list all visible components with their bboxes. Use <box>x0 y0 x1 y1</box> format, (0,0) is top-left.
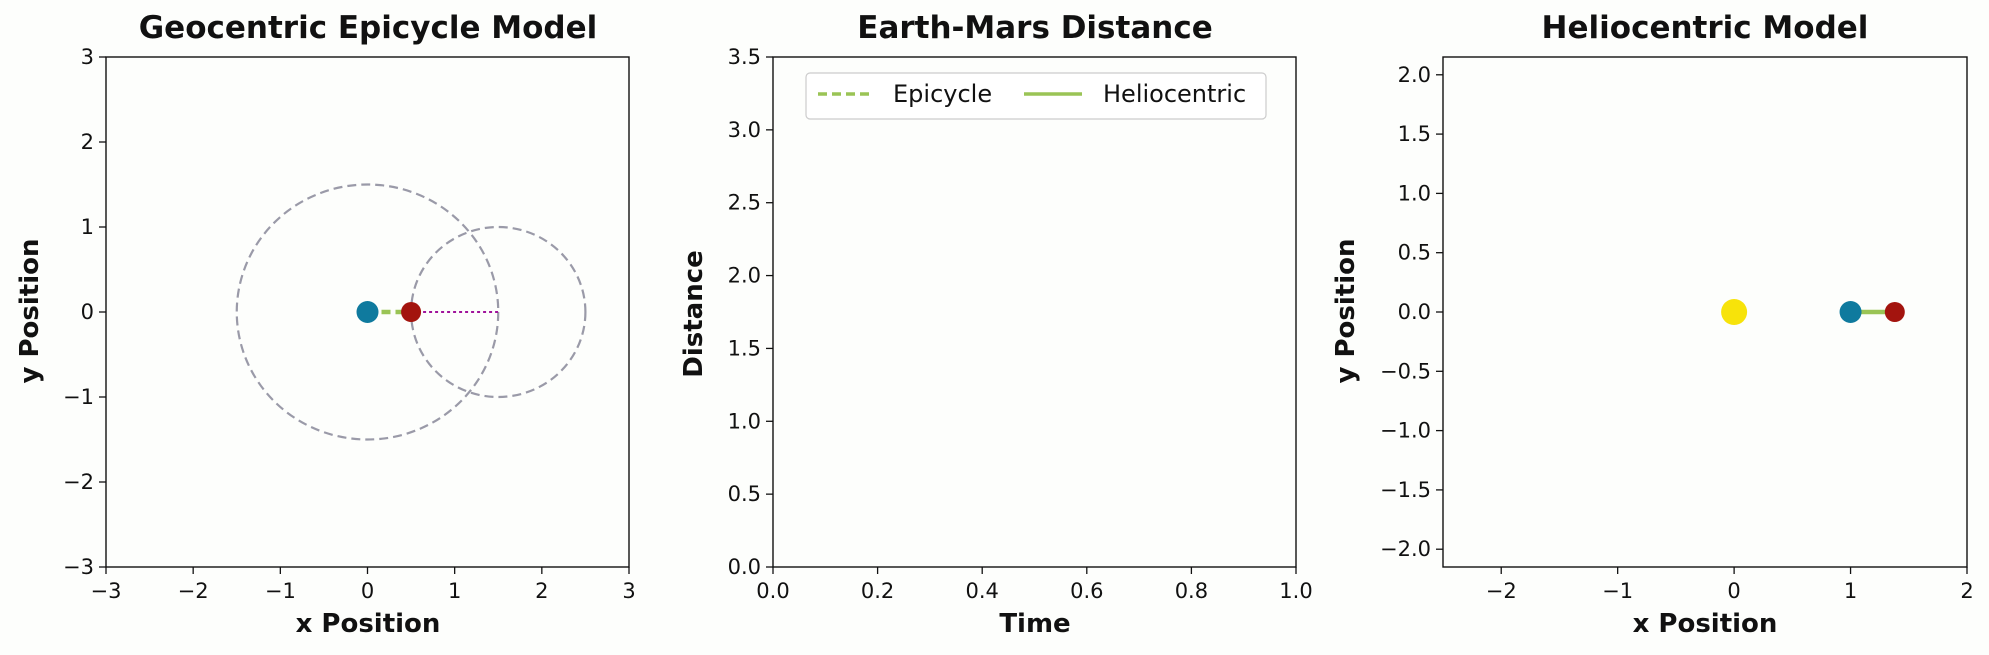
chart-title: Geocentric Epicycle Model <box>139 10 598 46</box>
y-tick-label: −1.5 <box>1380 478 1431 502</box>
axes-frame <box>772 56 1297 568</box>
y-tick-label: 1.0 <box>1398 181 1431 205</box>
x-tick-label: 0.2 <box>861 579 894 603</box>
plot-area: 0.0 0.2 0.4 0.6 0.8 1.0 0.0 0.5 1.0 1.5 2.0 2.5 3.0 3… <box>728 45 1313 603</box>
y-tick-label: 2.0 <box>1398 63 1431 87</box>
x-tick-label: 0.4 <box>965 579 998 603</box>
y-tick-label: 0.5 <box>728 482 761 506</box>
x-tick-label: 0 <box>361 579 374 603</box>
x-tick-label: 2 <box>1960 579 1973 603</box>
plot-area: −3 −2 −1 0 1 2 3 −3 −2 −1 0 1 2 3 <box>63 45 636 603</box>
y-axis-label: Distance <box>679 250 709 378</box>
x-tick-label: 2 <box>535 579 548 603</box>
earth-point <box>356 301 379 323</box>
y-tick-label: 3 <box>81 45 94 69</box>
mars-point <box>1884 302 1905 322</box>
x-axis-label: x Position <box>1633 609 1778 639</box>
y-tick-label: 0.5 <box>1398 241 1431 265</box>
x-tick-label: 0.6 <box>1070 579 1103 603</box>
y-tick-label: 1 <box>81 215 94 239</box>
y-tick-label: −1 <box>63 385 94 409</box>
y-tick-label: −0.5 <box>1380 359 1431 383</box>
sun-point <box>1721 299 1748 325</box>
legend-label-heliocentric: Heliocentric <box>1103 80 1246 108</box>
y-tick-label: 0.0 <box>728 555 761 579</box>
chart-title: Earth-Mars Distance <box>857 10 1212 46</box>
earth-point <box>1839 301 1862 323</box>
y-tick-label: 2.5 <box>728 191 761 215</box>
x-tick-label: 3 <box>622 579 635 603</box>
y-tick-label: −2 <box>63 470 94 494</box>
y-tick-label: 0 <box>81 300 94 324</box>
geocentric-chart: Geocentric Epicycle Model −3 −2 −1 0 1 2 3 −3 −2… <box>15 10 636 639</box>
x-tick-label: −2 <box>1486 579 1517 603</box>
chart-title: Heliocentric Model <box>1542 10 1869 46</box>
x-tick-label: −1 <box>1602 579 1633 603</box>
legend-label-epicycle: Epicycle <box>893 80 992 108</box>
y-tick-label: 3.0 <box>728 118 761 142</box>
y-tick-label: 3.5 <box>728 45 761 69</box>
x-tick-label: −2 <box>178 579 209 603</box>
x-tick-label: 1.0 <box>1279 579 1312 603</box>
y-tick-label: 1.0 <box>728 409 761 433</box>
y-tick-label: −2.0 <box>1380 537 1431 561</box>
plot-area: −2 −1 0 1 2 −2.0 −1.5 −1.0 −0.5 0.0 0.5 1.0 1.5 2.0 <box>1380 56 1974 603</box>
y-tick-label: 0.0 <box>1398 300 1431 324</box>
y-axis-label: y Position <box>1331 238 1361 383</box>
legend: Epicycle Heliocentric <box>805 72 1267 120</box>
x-axis-label: x Position <box>296 609 441 639</box>
x-axis-label: Time <box>999 609 1070 639</box>
x-tick-label: 0 <box>1727 579 1740 603</box>
heliocentric-chart: Heliocentric Model −2 −1 0 1 2 −2.0 −1.5 −1.0 −0… <box>1331 10 1974 639</box>
y-tick-label: 1.5 <box>1398 122 1431 146</box>
y-tick-label: 2 <box>81 130 94 154</box>
x-tick-label: −3 <box>91 579 122 603</box>
y-axis-label: y Position <box>15 238 45 383</box>
y-tick-label: −3 <box>63 555 94 579</box>
plot-marks <box>1721 299 1905 325</box>
x-tick-label: −1 <box>265 579 296 603</box>
x-tick-label: 1 <box>1844 579 1857 603</box>
y-tick-label: 2.0 <box>728 264 761 288</box>
mars-point <box>401 302 422 322</box>
x-tick-label: 0.8 <box>1175 579 1208 603</box>
y-tick-label: 1.5 <box>728 336 761 360</box>
x-tick-label: 0.0 <box>756 579 789 603</box>
y-tick-label: −1.0 <box>1380 419 1431 443</box>
plot-marks <box>235 183 587 441</box>
deferent-circle <box>235 183 500 441</box>
x-tick-label: 1 <box>448 579 461 603</box>
distance-chart: Earth-Mars Distance 0.0 0.2 0.4 0.6 0.8 1.00.… <box>679 10 1313 639</box>
legend-frame <box>805 72 1267 120</box>
